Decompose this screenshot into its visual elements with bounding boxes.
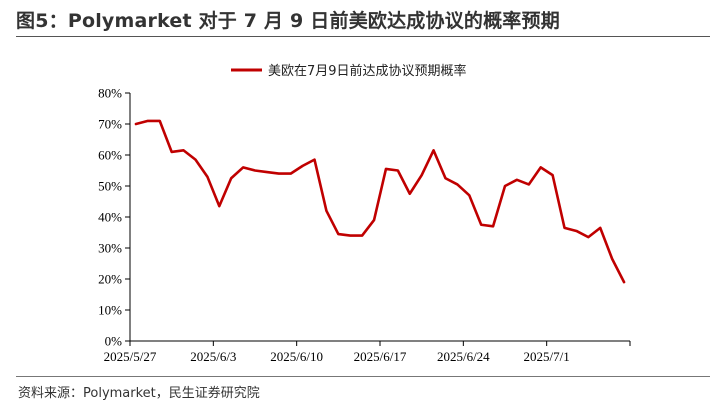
y-tick-label: 50% [98, 179, 122, 194]
y-tick-label: 30% [98, 241, 122, 256]
x-tick-label: 2025/6/17 [354, 349, 407, 364]
source-note: 资料来源：Polymarket，民生证券研究院 [18, 386, 260, 401]
legend-label: 美欧在7月9日前达成协议预期概率 [268, 63, 467, 79]
axes [129, 93, 630, 342]
y-axis-ticks: 0% 10% 20% 30% 40% 50% 60% 70% 80% [98, 86, 130, 349]
x-axis-ticks: 2025/5/27 2025/6/3 2025/6/10 2025/6/17 2025/… [104, 341, 631, 364]
x-tick-label: 2025/6/24 [437, 349, 490, 364]
x-tick-label: 2025/7/1 [524, 349, 570, 364]
source-rule [16, 376, 710, 377]
y-tick-label: 20% [98, 272, 122, 287]
series-group [134, 119, 626, 284]
y-tick-label: 0% [105, 334, 123, 349]
x-tick-label: 2025/6/3 [190, 349, 236, 364]
line-chart: 美欧在7月9日前达成协议预期概率 0% 10% 20% 30% 40% 50% 60% 70%… [98, 63, 631, 364]
title-rule [16, 36, 710, 37]
y-tick-label: 60% [98, 148, 122, 163]
legend: 美欧在7月9日前达成协议预期概率 [231, 63, 467, 79]
y-tick-label: 80% [98, 86, 122, 101]
series-line [134, 119, 626, 284]
x-tick-label: 2025/6/10 [270, 349, 323, 364]
y-tick-label: 70% [98, 117, 122, 132]
figure-title: 图5：Polymarket 对于 7 月 9 日前美欧达成协议的概率预期 [16, 10, 560, 32]
y-tick-label: 40% [98, 210, 122, 225]
y-tick-label: 10% [98, 303, 122, 318]
x-tick-label: 2025/5/27 [104, 349, 157, 364]
